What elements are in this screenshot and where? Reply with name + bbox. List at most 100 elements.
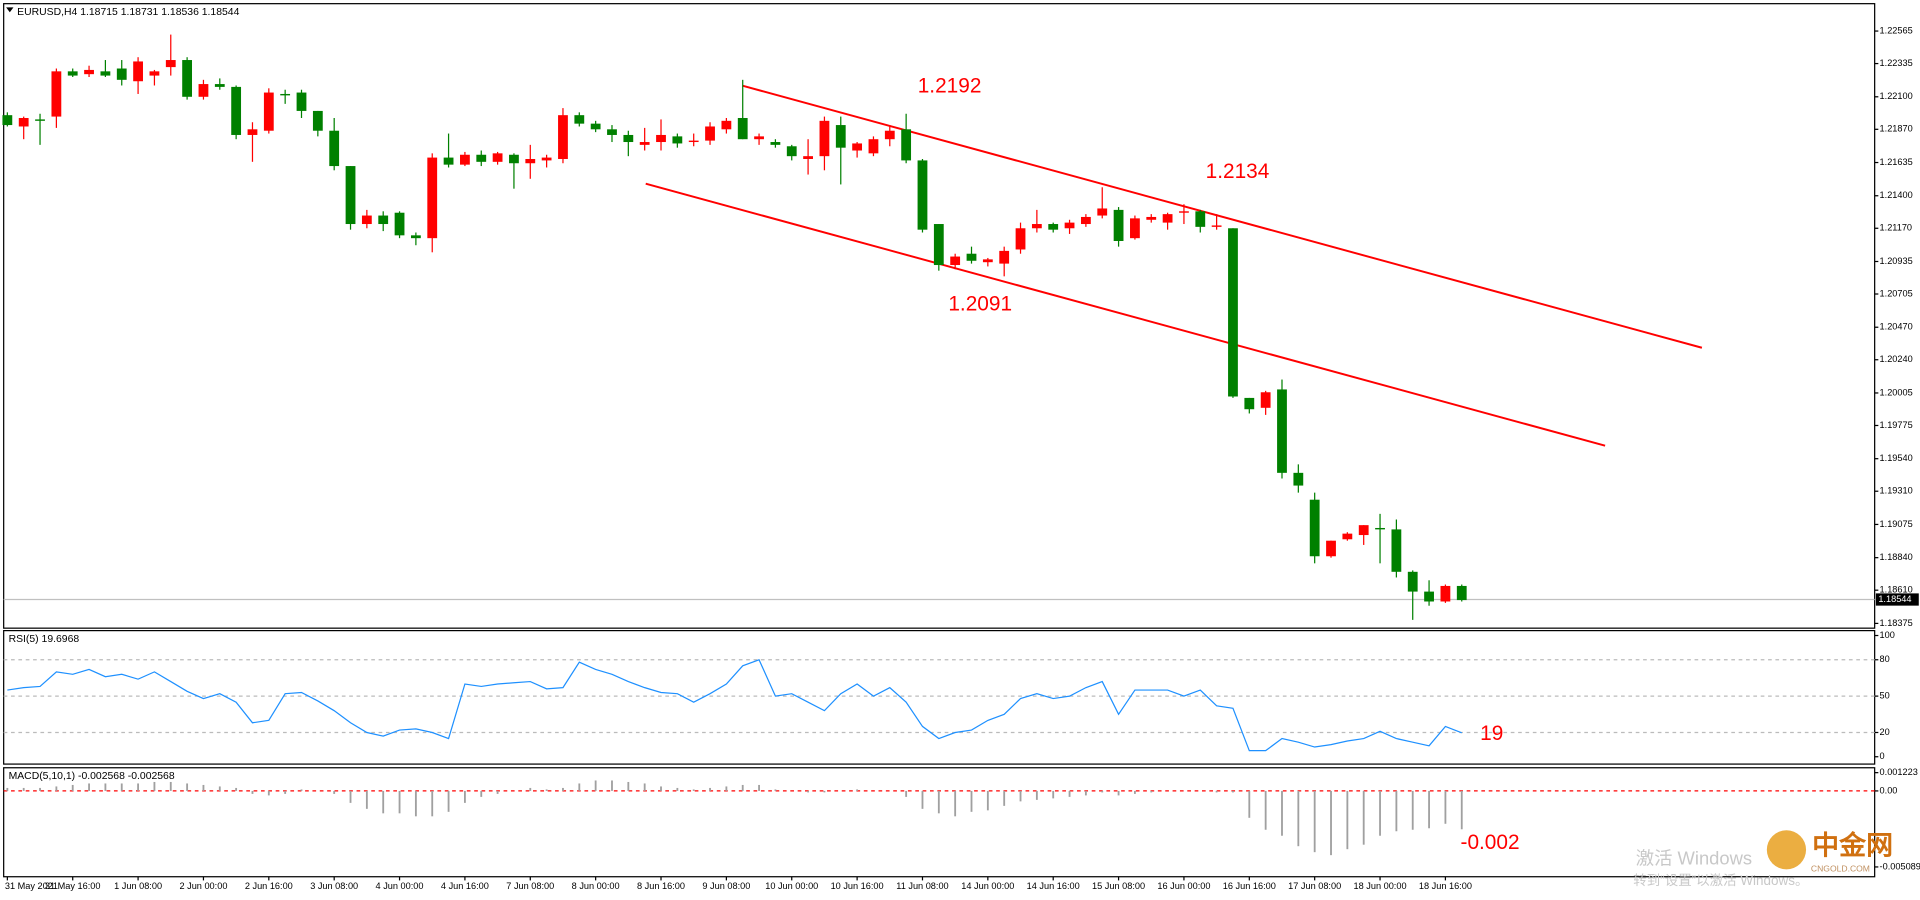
candle-body bbox=[1293, 472, 1304, 486]
candle-body bbox=[1080, 216, 1091, 225]
candle-body bbox=[1375, 527, 1385, 530]
panel-title: MACD(5,10,1) -0.002568 -0.002568 bbox=[9, 771, 175, 782]
candle-body bbox=[427, 157, 438, 239]
candle-body bbox=[312, 110, 323, 131]
x-tick-label: 14 Jun 00:00 bbox=[961, 881, 1014, 891]
candle-body bbox=[999, 250, 1010, 264]
candle-body bbox=[1228, 228, 1238, 397]
candle-body bbox=[623, 134, 634, 143]
candle-body bbox=[1391, 529, 1402, 572]
x-tick-label: 4 Jun 16:00 bbox=[441, 881, 489, 891]
candle-body bbox=[1424, 591, 1434, 602]
candle-body bbox=[688, 140, 699, 143]
x-tick-label: 10 Jun 16:00 bbox=[831, 881, 884, 891]
x-tick-label: 17 Jun 08:00 bbox=[1288, 881, 1341, 891]
y-tick-label: 1.22565 bbox=[1880, 25, 1913, 35]
candle-body bbox=[1244, 397, 1255, 410]
menu-arrow[interactable] bbox=[6, 7, 14, 13]
candle-body bbox=[607, 129, 617, 135]
candle-body bbox=[1064, 222, 1075, 229]
candle-body bbox=[443, 157, 454, 165]
annotation: 1.2134 bbox=[1206, 160, 1270, 183]
x-tick-label: 8 Jun 00:00 bbox=[572, 881, 620, 891]
logo-sub: CNGOLD.COM bbox=[1811, 864, 1870, 874]
x-tick-label: 3 Jun 08:00 bbox=[310, 881, 358, 891]
candle-body bbox=[198, 84, 209, 97]
x-tick-label: 31 May 16:00 bbox=[45, 881, 101, 891]
watermark-sub: 转到“设置”以激活 Windows。 bbox=[1633, 873, 1808, 888]
candle-body bbox=[1277, 389, 1287, 473]
x-tick-label: 2 Jun 00:00 bbox=[179, 881, 227, 891]
candle-body bbox=[1211, 225, 1222, 227]
candle-body bbox=[329, 130, 340, 167]
logo-icon bbox=[1766, 830, 1807, 870]
x-tick-label: 18 Jun 16:00 bbox=[1419, 881, 1472, 891]
candle-body bbox=[2, 115, 13, 126]
y-tick-label: 0.001223 bbox=[1880, 767, 1918, 777]
candle-body bbox=[868, 139, 879, 154]
candle-body bbox=[1326, 540, 1336, 557]
candle-body bbox=[165, 60, 176, 68]
y-tick-label: 1.20935 bbox=[1880, 256, 1913, 266]
candle-body bbox=[1162, 214, 1173, 223]
candle-body bbox=[852, 143, 863, 151]
y-tick-label: 1.20240 bbox=[1880, 354, 1913, 364]
y-tick-label: -0.005089 bbox=[1880, 861, 1920, 871]
candle-body bbox=[149, 71, 160, 76]
y-tick-label: 1.19075 bbox=[1880, 519, 1913, 529]
candle-body bbox=[1440, 585, 1451, 602]
x-tick-label: 14 Jun 16:00 bbox=[1027, 881, 1080, 891]
y-tick-label: 80 bbox=[1880, 654, 1890, 664]
candle-body bbox=[1358, 525, 1369, 536]
candle-body bbox=[590, 123, 601, 130]
candle-body bbox=[884, 130, 895, 140]
channel-lower bbox=[645, 182, 1606, 447]
candle-body bbox=[1342, 533, 1353, 540]
annotation: 19 bbox=[1480, 722, 1503, 745]
candle-body bbox=[116, 68, 127, 80]
y-tick-label: 1.21870 bbox=[1880, 124, 1913, 134]
candle-body bbox=[509, 154, 519, 164]
last-price-box bbox=[1875, 593, 1919, 606]
candle-body bbox=[345, 166, 356, 225]
candle-body bbox=[639, 142, 650, 145]
y-tick-label: 1.18610 bbox=[1880, 585, 1913, 595]
x-tick-label: 31 May 2021 bbox=[5, 881, 58, 891]
candle-body bbox=[803, 156, 813, 159]
candle-body bbox=[786, 146, 797, 157]
y-tick-label: 1.19775 bbox=[1880, 420, 1913, 430]
candle-body bbox=[1146, 216, 1157, 220]
y-tick-label: 0 bbox=[1880, 751, 1885, 761]
y-tick-label: 1.20470 bbox=[1880, 322, 1913, 332]
candle-body bbox=[247, 129, 258, 135]
candle-body bbox=[1048, 224, 1059, 230]
candle-body bbox=[835, 125, 846, 148]
candle-body bbox=[1260, 392, 1271, 408]
rsi-panel bbox=[3, 630, 1876, 765]
candle-body bbox=[296, 92, 307, 111]
candle-body bbox=[394, 212, 405, 236]
candle-body bbox=[361, 215, 372, 225]
candle-body bbox=[1015, 228, 1026, 250]
candle-body bbox=[1309, 499, 1320, 557]
candle-body bbox=[705, 126, 715, 141]
y-tick-label: 1.18375 bbox=[1880, 618, 1913, 628]
y-tick-label: 1.20705 bbox=[1880, 288, 1913, 298]
y-tick-label: 1.21635 bbox=[1880, 157, 1913, 167]
candle-body bbox=[214, 84, 225, 87]
x-tick-label: 10 Jun 00:00 bbox=[765, 881, 818, 891]
x-tick-label: 4 Jun 00:00 bbox=[376, 881, 424, 891]
candle-body bbox=[656, 134, 666, 143]
candle-body bbox=[933, 224, 944, 266]
rsi-line bbox=[7, 658, 1462, 752]
y-tick-label: 1.20005 bbox=[1880, 387, 1913, 397]
candle-body bbox=[721, 120, 732, 130]
y-tick-label: 1.22100 bbox=[1880, 91, 1913, 101]
candle-body bbox=[901, 129, 912, 161]
candle-body bbox=[1130, 218, 1140, 239]
candle-body bbox=[231, 86, 242, 135]
candle-body bbox=[1097, 208, 1108, 216]
candle-body bbox=[410, 235, 421, 239]
y-tick-label: 0.00 bbox=[1880, 785, 1898, 795]
